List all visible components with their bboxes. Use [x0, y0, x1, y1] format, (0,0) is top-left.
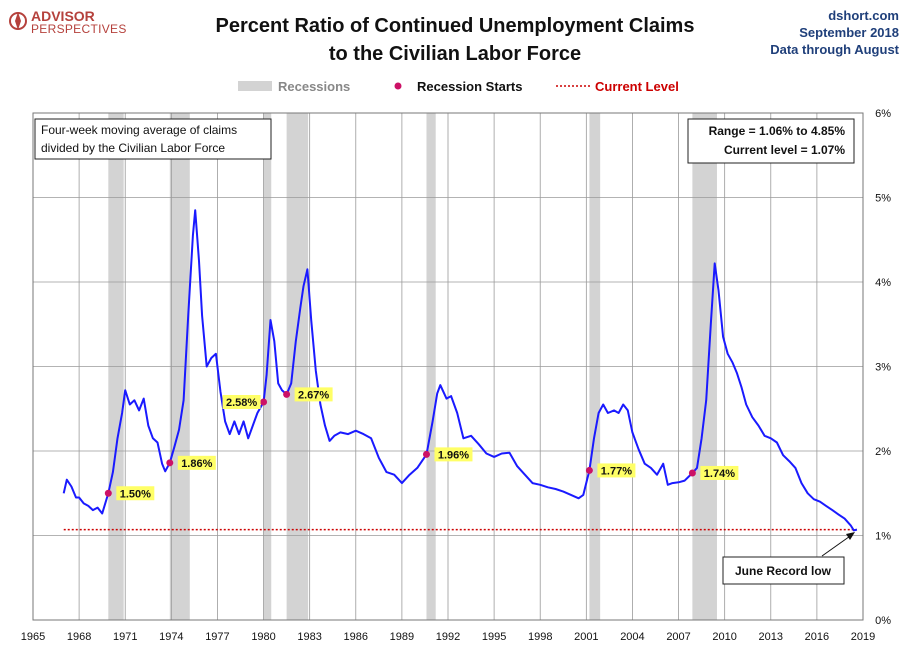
legend: Recessions Recession Starts Current Leve… [238, 79, 679, 94]
note-line1: Four-week moving average of claims [41, 123, 237, 137]
recession-start-dot [422, 450, 430, 458]
recession-start-label-bg [294, 387, 333, 402]
recession-start-label: 1.74% [704, 468, 735, 480]
recession-start-2: 2.58% [222, 394, 268, 409]
source-date: September 2018 [799, 25, 899, 40]
recession-start-dot [688, 469, 696, 477]
recession-start-label: 2.67% [298, 389, 329, 401]
source-site: dshort.com [828, 8, 899, 23]
x-tick-label: 2013 [759, 631, 783, 643]
recession-start-label: 2.58% [226, 397, 257, 409]
y-tick-label: 4% [875, 277, 891, 289]
recession-start-label: 1.77% [601, 465, 632, 477]
x-tick-label: 1977 [205, 631, 229, 643]
y-axis-ticks: 0% 1% 2% 3% 4% 5% 6% [875, 108, 891, 627]
legend-recession-start-dot [394, 82, 402, 90]
recession-start-dot [104, 489, 112, 497]
recession-start-dot [260, 398, 268, 406]
x-tick-label: 1965 [21, 631, 45, 643]
callout-arrow-line [821, 533, 854, 557]
x-tick-label: 2004 [620, 631, 644, 643]
x-axis-ticks: 1965 1968 1971 1974 1977 1980 1983 1986 1989 1992… [21, 631, 875, 643]
legend-recession-swatch [238, 81, 272, 91]
x-tick-label: 2019 [851, 631, 875, 643]
x-tick-label: 1995 [482, 631, 506, 643]
x-tick-label: 1980 [251, 631, 275, 643]
chart-title-line2: to the Civilian Labor Force [329, 43, 581, 65]
y-tick-label: 2% [875, 446, 891, 458]
x-tick-label: 1983 [297, 631, 321, 643]
note-box-frame [34, 118, 272, 160]
legend-current-level-label: Current Level [595, 79, 679, 94]
y-tick-label: 6% [875, 108, 891, 120]
grid-lines [32, 112, 864, 621]
y-tick-label: 1% [875, 531, 891, 543]
callout: June Record low [722, 532, 855, 585]
x-tick-label: 1986 [344, 631, 368, 643]
recession-start-label-bg [222, 394, 261, 409]
logo-line2: PERSPECTIVES [31, 22, 127, 36]
recession-start-4: 1.96% [422, 447, 473, 462]
legend-recession-starts-label: Recession Starts [417, 79, 523, 94]
recession-start-dot [166, 459, 174, 467]
recession-start-5: 1.77% [585, 463, 636, 478]
recession-start-dot [283, 390, 291, 398]
y-tick-label: 5% [875, 193, 891, 205]
x-tick-label: 2001 [574, 631, 598, 643]
recession-start-0: 1.50% [104, 486, 155, 501]
note-line2: divided by the Civilian Labor Force [41, 141, 225, 155]
range-box-frame [687, 118, 855, 164]
range-box: Range = 1.06% to 4.85% Current level = 1… [687, 118, 855, 164]
compass-needle-icon [15, 12, 21, 30]
recession-start-label: 1.50% [120, 488, 151, 500]
callout-arrow-icon [846, 532, 855, 540]
x-tick-label: 1989 [390, 631, 414, 643]
chart-title-line1: Percent Ratio of Continued Unemployment … [216, 15, 695, 37]
range-line2: Current level = 1.07% [724, 143, 845, 157]
logo: ADVISOR PERSPECTIVES [9, 8, 127, 36]
x-tick-label: 1974 [159, 631, 183, 643]
x-tick-label: 2010 [712, 631, 736, 643]
recession-start-label-bg [700, 465, 739, 480]
x-tick-label: 1971 [113, 631, 137, 643]
legend-recessions-label: Recessions [278, 79, 350, 94]
x-tick-label: 1968 [67, 631, 91, 643]
recession-start-3: 2.67% [283, 387, 333, 402]
recession-start-label: 1.96% [438, 449, 469, 461]
y-tick-label: 3% [875, 362, 891, 374]
x-tick-label: 2007 [666, 631, 690, 643]
callout-box [722, 556, 845, 585]
x-tick-label: 1998 [528, 631, 552, 643]
recession-start-label-bg [116, 486, 155, 501]
recession-start-label-bg [434, 447, 473, 462]
logo-line1: ADVISOR [31, 8, 95, 24]
x-tick-label: 2016 [805, 631, 829, 643]
recession-start-label-bg [597, 463, 636, 478]
recession-start-label: 1.86% [181, 458, 212, 470]
recession-starts: 1.50% 1.86% 2.58% 2.67% 1.96% 1.77% 1.74% [104, 387, 739, 501]
range-line1: Range = 1.06% to 4.85% [709, 124, 846, 138]
recession-start-1: 1.86% [166, 455, 216, 470]
note-box: Four-week moving average of claims divid… [34, 118, 272, 160]
plot-border [32, 112, 864, 621]
recession-start-6: 1.74% [688, 465, 739, 480]
x-tick-label: 1992 [436, 631, 460, 643]
source-note: Data through August [770, 42, 899, 57]
callout-text: June Record low [735, 564, 832, 578]
y-tick-label: 0% [875, 615, 891, 627]
recession-start-dot [585, 466, 593, 474]
recession-start-label-bg [177, 455, 216, 470]
